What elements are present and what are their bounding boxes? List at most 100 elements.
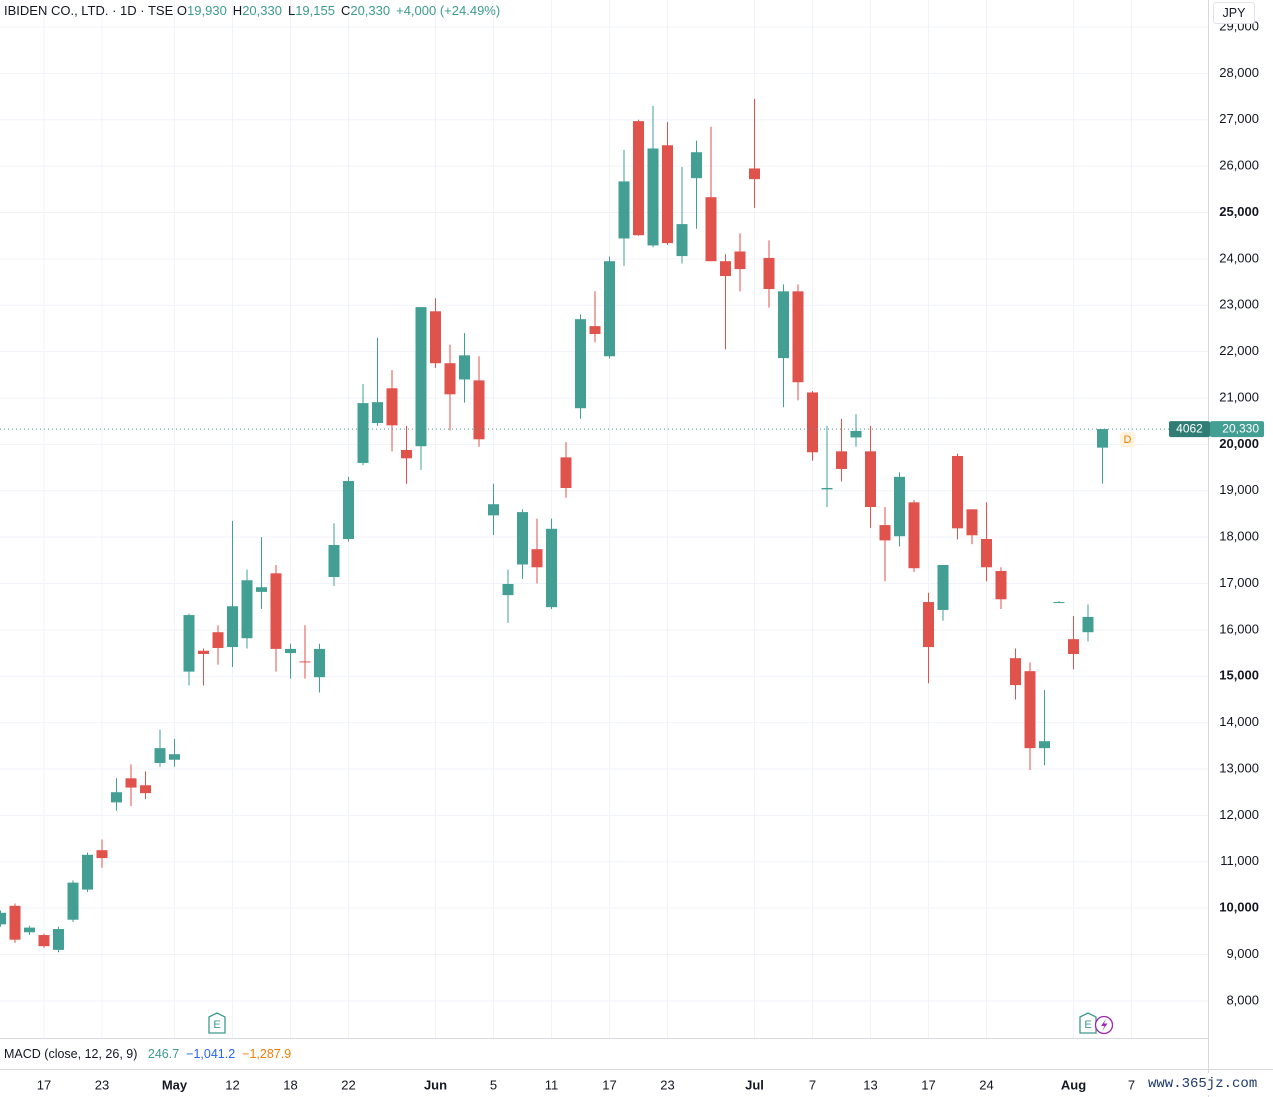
candle (705, 126, 717, 262)
candle (140, 771, 151, 800)
ohlc-label: C (340, 3, 351, 18)
candle (879, 506, 891, 582)
candle-body (604, 261, 615, 357)
x-tick-label: 17 (602, 1077, 616, 1092)
candle-body (531, 549, 543, 568)
x-tick-label: 7 (1128, 1077, 1135, 1092)
candle (1053, 601, 1065, 604)
candle-body (82, 854, 93, 890)
x-tick-label: 23 (660, 1077, 674, 1092)
candle-body (212, 632, 224, 648)
candle (125, 764, 137, 807)
candle-body (256, 587, 267, 592)
candle-body (1068, 639, 1079, 655)
candle-body (285, 648, 296, 654)
x-tick-label: 17 (921, 1077, 935, 1092)
split-marker[interactable] (1094, 1015, 1114, 1035)
candle (212, 625, 224, 665)
candle-body (807, 392, 818, 453)
candle-body (314, 648, 325, 678)
candle-body (705, 197, 717, 262)
candle-body (995, 570, 1007, 600)
watermark: www.365jz.com (1148, 1073, 1271, 1095)
candle (270, 564, 282, 672)
candle-body (923, 602, 934, 648)
candle-body (111, 792, 122, 803)
candle-body (415, 307, 427, 447)
candle-body (952, 455, 963, 529)
candle-body (662, 145, 673, 244)
candle-body (459, 355, 470, 380)
x-tick-label: Aug (1061, 1077, 1086, 1092)
candle (1024, 662, 1036, 770)
marker-shape (208, 1012, 226, 1034)
candle-body (633, 121, 644, 236)
currency-button[interactable]: JPY (1213, 2, 1255, 24)
candle (763, 240, 775, 308)
candle (241, 569, 253, 649)
candle-body (836, 451, 847, 469)
y-tick-label: 28,000 (1219, 65, 1259, 80)
candle (676, 167, 688, 264)
candle (908, 500, 920, 572)
dividend-marker[interactable]: D (1120, 432, 1135, 447)
candle-body (386, 388, 398, 426)
candle (937, 564, 949, 621)
candle (821, 425, 833, 507)
candle (53, 926, 64, 953)
ohlc-value: 19,930 (187, 3, 227, 18)
earnings-marker[interactable]: E (208, 1012, 226, 1034)
candle-body (1039, 741, 1050, 749)
candle-body (154, 748, 166, 763)
candle-body (328, 545, 340, 578)
indicator-value: −1,287.9 (242, 1047, 292, 1061)
candle (691, 140, 702, 229)
earnings-marker[interactable]: E (1079, 1012, 1097, 1034)
candle-body (1010, 658, 1021, 686)
candle-body (227, 606, 238, 648)
y-tick-label: 15,000 (1219, 668, 1259, 683)
candle-body (357, 403, 369, 463)
candle (96, 839, 108, 868)
indicator-name: MACD (close, 12, 26, 9) (4, 1047, 138, 1061)
candle (531, 518, 543, 584)
candle (459, 333, 470, 403)
candle (923, 592, 934, 684)
candle (1097, 429, 1108, 484)
symbol-legend: IBIDEN CO., LTD. · 1D · TSE O19,930 H20,3… (4, 3, 506, 18)
candle (285, 643, 296, 679)
grid (0, 0, 1208, 1038)
candle (517, 509, 528, 579)
candle-body (241, 580, 253, 639)
candle (604, 256, 615, 359)
candle-body (1097, 429, 1108, 448)
x-tick-label: 7 (809, 1077, 816, 1092)
candle (24, 925, 35, 936)
x-tick-label: Jun (424, 1077, 447, 1092)
candle-body (720, 261, 731, 277)
y-tick-label: 23,000 (1219, 297, 1259, 312)
candle-body (966, 509, 978, 536)
candle (401, 425, 412, 484)
y-tick-label: 18,000 (1219, 529, 1259, 544)
change-value: +4,000 (+24.49%) (396, 3, 501, 18)
candle-body (763, 257, 775, 290)
candle (111, 778, 122, 811)
candle (415, 307, 427, 470)
candle (502, 569, 514, 623)
candle (343, 476, 354, 542)
y-tick-label: 19,000 (1219, 482, 1259, 497)
candle (749, 98, 760, 208)
candle-body (589, 326, 601, 335)
candle (633, 119, 644, 236)
candle (792, 284, 804, 401)
candle (575, 314, 586, 419)
indicator-legend: MACD (close, 12, 26, 9) 246.7 −1,041.2 −1,… (4, 1047, 298, 1061)
candle-body (618, 181, 630, 239)
price-label-box (1210, 421, 1264, 438)
candle (314, 643, 325, 693)
candle-body (9, 905, 21, 940)
symbol-code-box (1169, 421, 1210, 438)
